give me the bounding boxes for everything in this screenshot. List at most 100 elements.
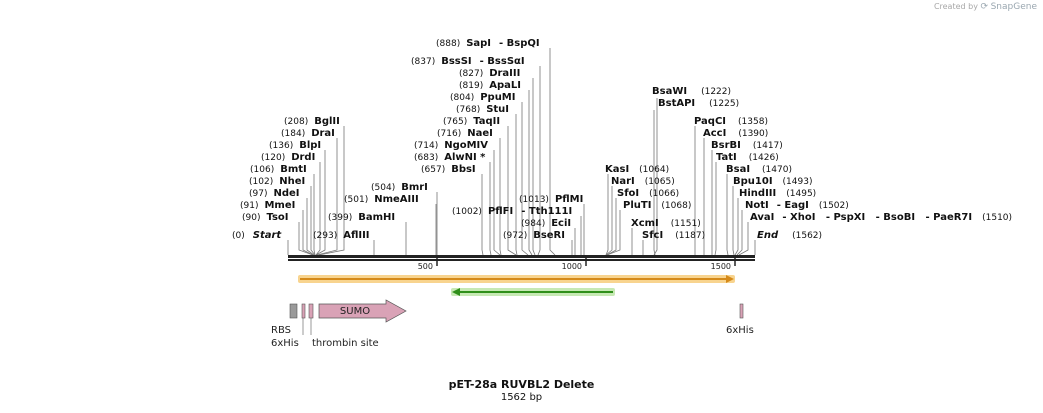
feature-rbs-label: RBS: [271, 325, 291, 336]
end-label: End (1562): [757, 230, 822, 241]
feature-sumo-label: SUMO: [340, 306, 370, 317]
snapgene-logo-icon: ⟳: [980, 2, 989, 12]
leader-ngomiv: [493, 150, 501, 256]
feature-6xhis-c[interactable]: [739, 303, 744, 319]
site-bseri: (972) BseRI: [503, 230, 565, 241]
site-bsssi: (837) BssSI - BssSαI: [411, 56, 525, 67]
leader-drdi: [315, 162, 321, 256]
site-alwni: (683) AlwNI *: [414, 152, 486, 163]
site-mmei: (91) MmeI: [240, 200, 295, 211]
orf-reverse[interactable]: [451, 288, 615, 296]
site-pflfi: (1002) PflFI - Tth111I: [452, 206, 572, 217]
site-naei: (716) NaeI: [437, 128, 493, 139]
backbone-top-strand: [288, 255, 755, 258]
site-labels: (0) Start End (1562) (888) SapI - BspQI (837…: [232, 38, 1012, 241]
feature-6xhis-n-label: 6xHis: [271, 338, 299, 349]
site-bsai: BsaI (1470): [726, 164, 792, 175]
snapgene-credit: Created by ⟳ SnapGene: [934, 2, 1037, 12]
orf-forward-arrowhead: [726, 275, 734, 283]
site-bsrbi: BsrBI (1417): [711, 140, 783, 151]
site-drdi: (120) DrdI: [261, 152, 315, 163]
backbone-bottom-strand: [288, 259, 755, 261]
site-leader-lines: [287, 48, 756, 256]
site-xcmi: XcmI (1151): [631, 218, 701, 229]
leader-tsoi: [298, 222, 314, 256]
leader-bglii: [318, 126, 345, 256]
start-pos: (0): [232, 231, 245, 241]
site-kasi: KasI (1064): [605, 164, 669, 175]
site-sapi: (888) SapI - BspQI: [436, 38, 540, 49]
leader-blpi: [315, 150, 326, 256]
credit-prefix: Created by: [933, 2, 978, 11]
site-draiii: (827) DraIII: [459, 68, 520, 79]
site-bamhi: (399) BamHI: [328, 212, 395, 223]
leader-naei: [499, 138, 502, 256]
site-avai: AvaI - XhoI - PspXI - BsoBI - PaeR7I (1510…: [750, 212, 1012, 223]
site-afliii: (293) AflIII: [313, 230, 370, 241]
leader-nari: [605, 186, 613, 256]
site-hindiii: HindIII (1495): [739, 188, 816, 199]
leader-nhei: [310, 186, 316, 256]
features: SUMO RBS 6xHis thrombin site 6xHis: [271, 299, 754, 349]
site-bpu10i: Bpu10I (1493): [733, 176, 812, 187]
site-nhei: (102) NheI: [249, 176, 305, 187]
leader-sfoi: [606, 198, 617, 256]
leader-hindiii: [734, 198, 739, 256]
site-nari: NarI (1065): [611, 176, 675, 187]
leader-sapi: [549, 48, 556, 256]
leader-bsssi: [537, 66, 541, 256]
feature-thrombin-site[interactable]: [308, 303, 314, 319]
leader-noti: [736, 210, 743, 256]
site-noti: NotI - EagI (1502): [745, 200, 849, 211]
site-bmti: (106) BmtI: [250, 164, 307, 175]
leader-ndei: [306, 198, 315, 256]
site-tsoi: (90) TsoI: [242, 212, 289, 223]
map-length: 1562 bp: [500, 392, 543, 403]
leader-ppumi: [521, 102, 529, 256]
site-paqci: PaqCI (1358): [694, 116, 768, 127]
site-pflmi: (1013) PflMI: [519, 194, 583, 205]
leader-bmti: [313, 174, 316, 256]
leader-apali: [528, 90, 533, 256]
leader-stui: [515, 114, 518, 256]
feature-6xhis-n[interactable]: [301, 303, 306, 319]
credit-brand: SnapGene: [990, 2, 1037, 12]
site-stui: (768) StuI: [456, 104, 509, 115]
site-sfci: SfcI (1187): [642, 230, 705, 241]
leader-drai: [316, 138, 338, 256]
feature-6xhis-c-label: 6xHis: [726, 325, 754, 336]
site-sfoi: SfoI (1066): [617, 188, 679, 199]
feature-thrombin-label: thrombin site: [312, 338, 379, 349]
ruler-label-1500: 1500: [711, 262, 731, 271]
site-drai: (184) DraI: [281, 128, 335, 139]
site-bstapi: BstAPI (1225): [658, 98, 739, 109]
ruler-label-500: 500: [418, 262, 433, 271]
site-bmri: (504) BmrI: [371, 182, 428, 193]
site-ngomiv: (714) NgoMIV: [414, 140, 488, 151]
feature-sumo[interactable]: [318, 299, 407, 323]
site-nmeaiii: (501) NmeAIII: [344, 194, 419, 205]
site-bglii: (208) BglII: [284, 116, 340, 127]
site-bsawi: BsaWI (1222): [652, 86, 731, 97]
site-apali: (819) ApaLI: [459, 80, 521, 91]
leader-mmei: [302, 210, 314, 256]
feature-rbs[interactable]: [289, 303, 298, 319]
leader-tati: [714, 162, 717, 256]
orf-reverse-arrowhead: [452, 288, 460, 296]
site-ndei: (97) NdeI: [249, 188, 300, 199]
leader-taqii: [507, 126, 517, 256]
orf-forward[interactable]: [298, 275, 735, 283]
start-label: (0) Start: [232, 230, 282, 241]
site-taqii: (765) TaqII: [443, 116, 500, 127]
leader-bsai: [726, 174, 729, 256]
site-blpi: (136) BlpI: [269, 140, 321, 151]
leader-avai: [738, 222, 749, 256]
leader-pluti: [606, 210, 621, 256]
site-ecii: (984) EciI: [521, 218, 571, 229]
leader-draiii: [532, 78, 536, 256]
end-pos: (1562): [792, 231, 822, 241]
end-name: End: [757, 230, 779, 241]
map-title: pET-28a RUVBL2 Delete: [448, 378, 595, 391]
site-acci: AccI (1390): [703, 128, 768, 139]
